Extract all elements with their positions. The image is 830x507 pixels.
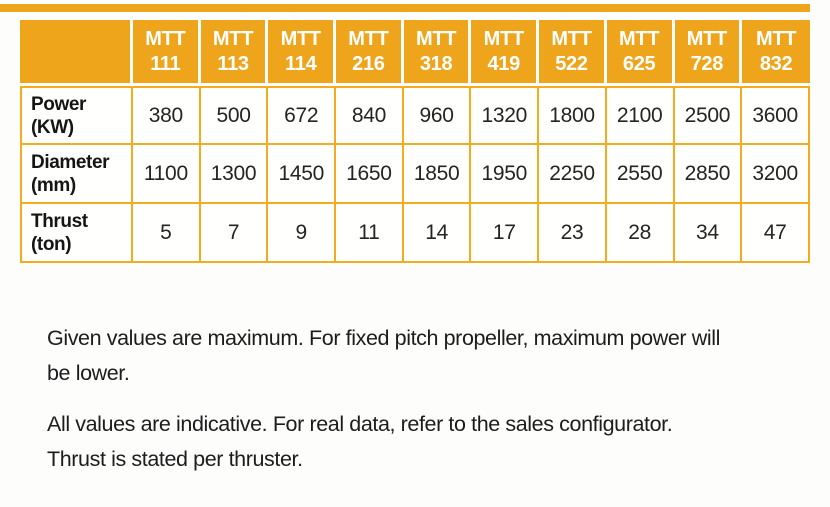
table-cell: 3600 bbox=[742, 86, 810, 145]
note-line: All values are indicative. For real data… bbox=[47, 412, 673, 436]
model-number: 318 bbox=[419, 52, 453, 75]
table-cell: 11 bbox=[336, 204, 404, 263]
model-number: 111 bbox=[150, 52, 181, 75]
row-label: Diameter bbox=[31, 151, 110, 173]
table-cell: 1320 bbox=[471, 86, 540, 145]
table-cell: 47 bbox=[742, 204, 810, 263]
table-row-diameter: Diameter (mm) 1100 1300 1450 1650 1850 19… bbox=[20, 145, 810, 204]
table-cell: 840 bbox=[336, 86, 404, 145]
table-cell: 2550 bbox=[606, 145, 675, 204]
model-series: MTT bbox=[483, 27, 525, 50]
table-row-thrust: Thrust (ton) 5 7 9 11 14 17 23 28 34 47 bbox=[20, 204, 810, 263]
column-header-mtt-832: MTT 832 bbox=[742, 20, 810, 86]
table-cell: 2100 bbox=[606, 86, 675, 145]
corner-cell bbox=[20, 20, 133, 86]
table-cell: 1850 bbox=[403, 145, 472, 204]
row-label: Thrust bbox=[31, 210, 88, 232]
table-row-power: Power (KW) 380 500 672 840 960 1320 1800 … bbox=[20, 86, 810, 145]
column-header-mtt-419: MTT 419 bbox=[471, 20, 540, 86]
column-header-mtt-625: MTT 625 bbox=[606, 20, 675, 86]
model-number: 114 bbox=[285, 52, 317, 75]
spec-table-container: MTT 111 MTT 113 MTT 114 MTT 216 MTT 318 MTT 41… bbox=[20, 20, 810, 263]
model-series: MTT bbox=[212, 27, 254, 50]
model-series: MTT bbox=[551, 27, 592, 50]
row-header-thrust: Thrust (ton) bbox=[20, 204, 133, 263]
table-cell: 672 bbox=[268, 86, 337, 145]
table-cell: 34 bbox=[674, 204, 743, 263]
table-cell: 960 bbox=[403, 86, 472, 145]
note-line: Given values are maximum. For fixed pitc… bbox=[47, 326, 720, 350]
table-cell: 1300 bbox=[200, 145, 269, 204]
model-series: MTT bbox=[280, 27, 322, 50]
column-header-mtt-111: MTT 111 bbox=[133, 20, 201, 86]
table-cell: 9 bbox=[268, 204, 337, 263]
table-cell: 1100 bbox=[133, 145, 201, 204]
table-cell: 17 bbox=[471, 204, 540, 263]
table-cell: 2850 bbox=[674, 145, 743, 204]
note-indicative-values: All values are indicative. For real data… bbox=[47, 407, 777, 477]
table-cell: 23 bbox=[539, 204, 607, 263]
table-cell: 2500 bbox=[674, 86, 743, 145]
model-series: MTT bbox=[686, 27, 728, 50]
note-line: Thrust is stated per thruster. bbox=[47, 447, 303, 471]
table-cell: 380 bbox=[133, 86, 201, 145]
model-number: 419 bbox=[487, 52, 521, 75]
model-number: 832 bbox=[759, 52, 793, 75]
model-number: 113 bbox=[217, 52, 249, 75]
table-cell: 1800 bbox=[539, 86, 607, 145]
column-header-mtt-728: MTT 728 bbox=[674, 20, 743, 86]
table-cell: 5 bbox=[133, 204, 201, 263]
row-header-power: Power (KW) bbox=[20, 86, 133, 145]
column-header-mtt-216: MTT 216 bbox=[336, 20, 404, 86]
table-cell: 14 bbox=[403, 204, 472, 263]
column-header-mtt-318: MTT 318 bbox=[403, 20, 472, 86]
note-maximum-values: Given values are maximum. For fixed pitc… bbox=[47, 321, 777, 391]
header-row: MTT 111 MTT 113 MTT 114 MTT 216 MTT 318 MTT 41… bbox=[20, 20, 810, 86]
model-series: MTT bbox=[348, 27, 389, 50]
model-series: MTT bbox=[145, 27, 186, 50]
table-cell: 1950 bbox=[471, 145, 540, 204]
table-cell: 7 bbox=[200, 204, 269, 263]
table-cell: 28 bbox=[606, 204, 675, 263]
model-number: 625 bbox=[622, 52, 656, 75]
note-line: be lower. bbox=[47, 361, 130, 385]
row-label: Power bbox=[31, 93, 87, 115]
column-header-mtt-114: MTT 114 bbox=[268, 20, 337, 86]
model-series: MTT bbox=[755, 27, 797, 50]
model-number: 522 bbox=[555, 52, 588, 75]
table-cell: 1650 bbox=[336, 145, 404, 204]
model-series: MTT bbox=[619, 27, 660, 50]
model-series: MTT bbox=[415, 27, 457, 50]
model-number: 216 bbox=[352, 52, 385, 75]
row-unit: (KW) bbox=[31, 116, 74, 138]
row-header-diameter: Diameter (mm) bbox=[20, 145, 133, 204]
column-header-mtt-113: MTT 113 bbox=[200, 20, 269, 86]
row-unit: (mm) bbox=[31, 174, 76, 196]
model-number: 728 bbox=[690, 52, 724, 75]
table-cell: 1450 bbox=[268, 145, 337, 204]
table-cell: 500 bbox=[200, 86, 269, 145]
row-unit: (ton) bbox=[31, 233, 72, 255]
column-header-mtt-522: MTT 522 bbox=[539, 20, 607, 86]
thruster-spec-table: MTT 111 MTT 113 MTT 114 MTT 216 MTT 318 MTT 41… bbox=[20, 20, 810, 263]
top-accent-bar bbox=[0, 4, 810, 12]
table-cell: 3200 bbox=[742, 145, 810, 204]
table-cell: 2250 bbox=[539, 145, 607, 204]
